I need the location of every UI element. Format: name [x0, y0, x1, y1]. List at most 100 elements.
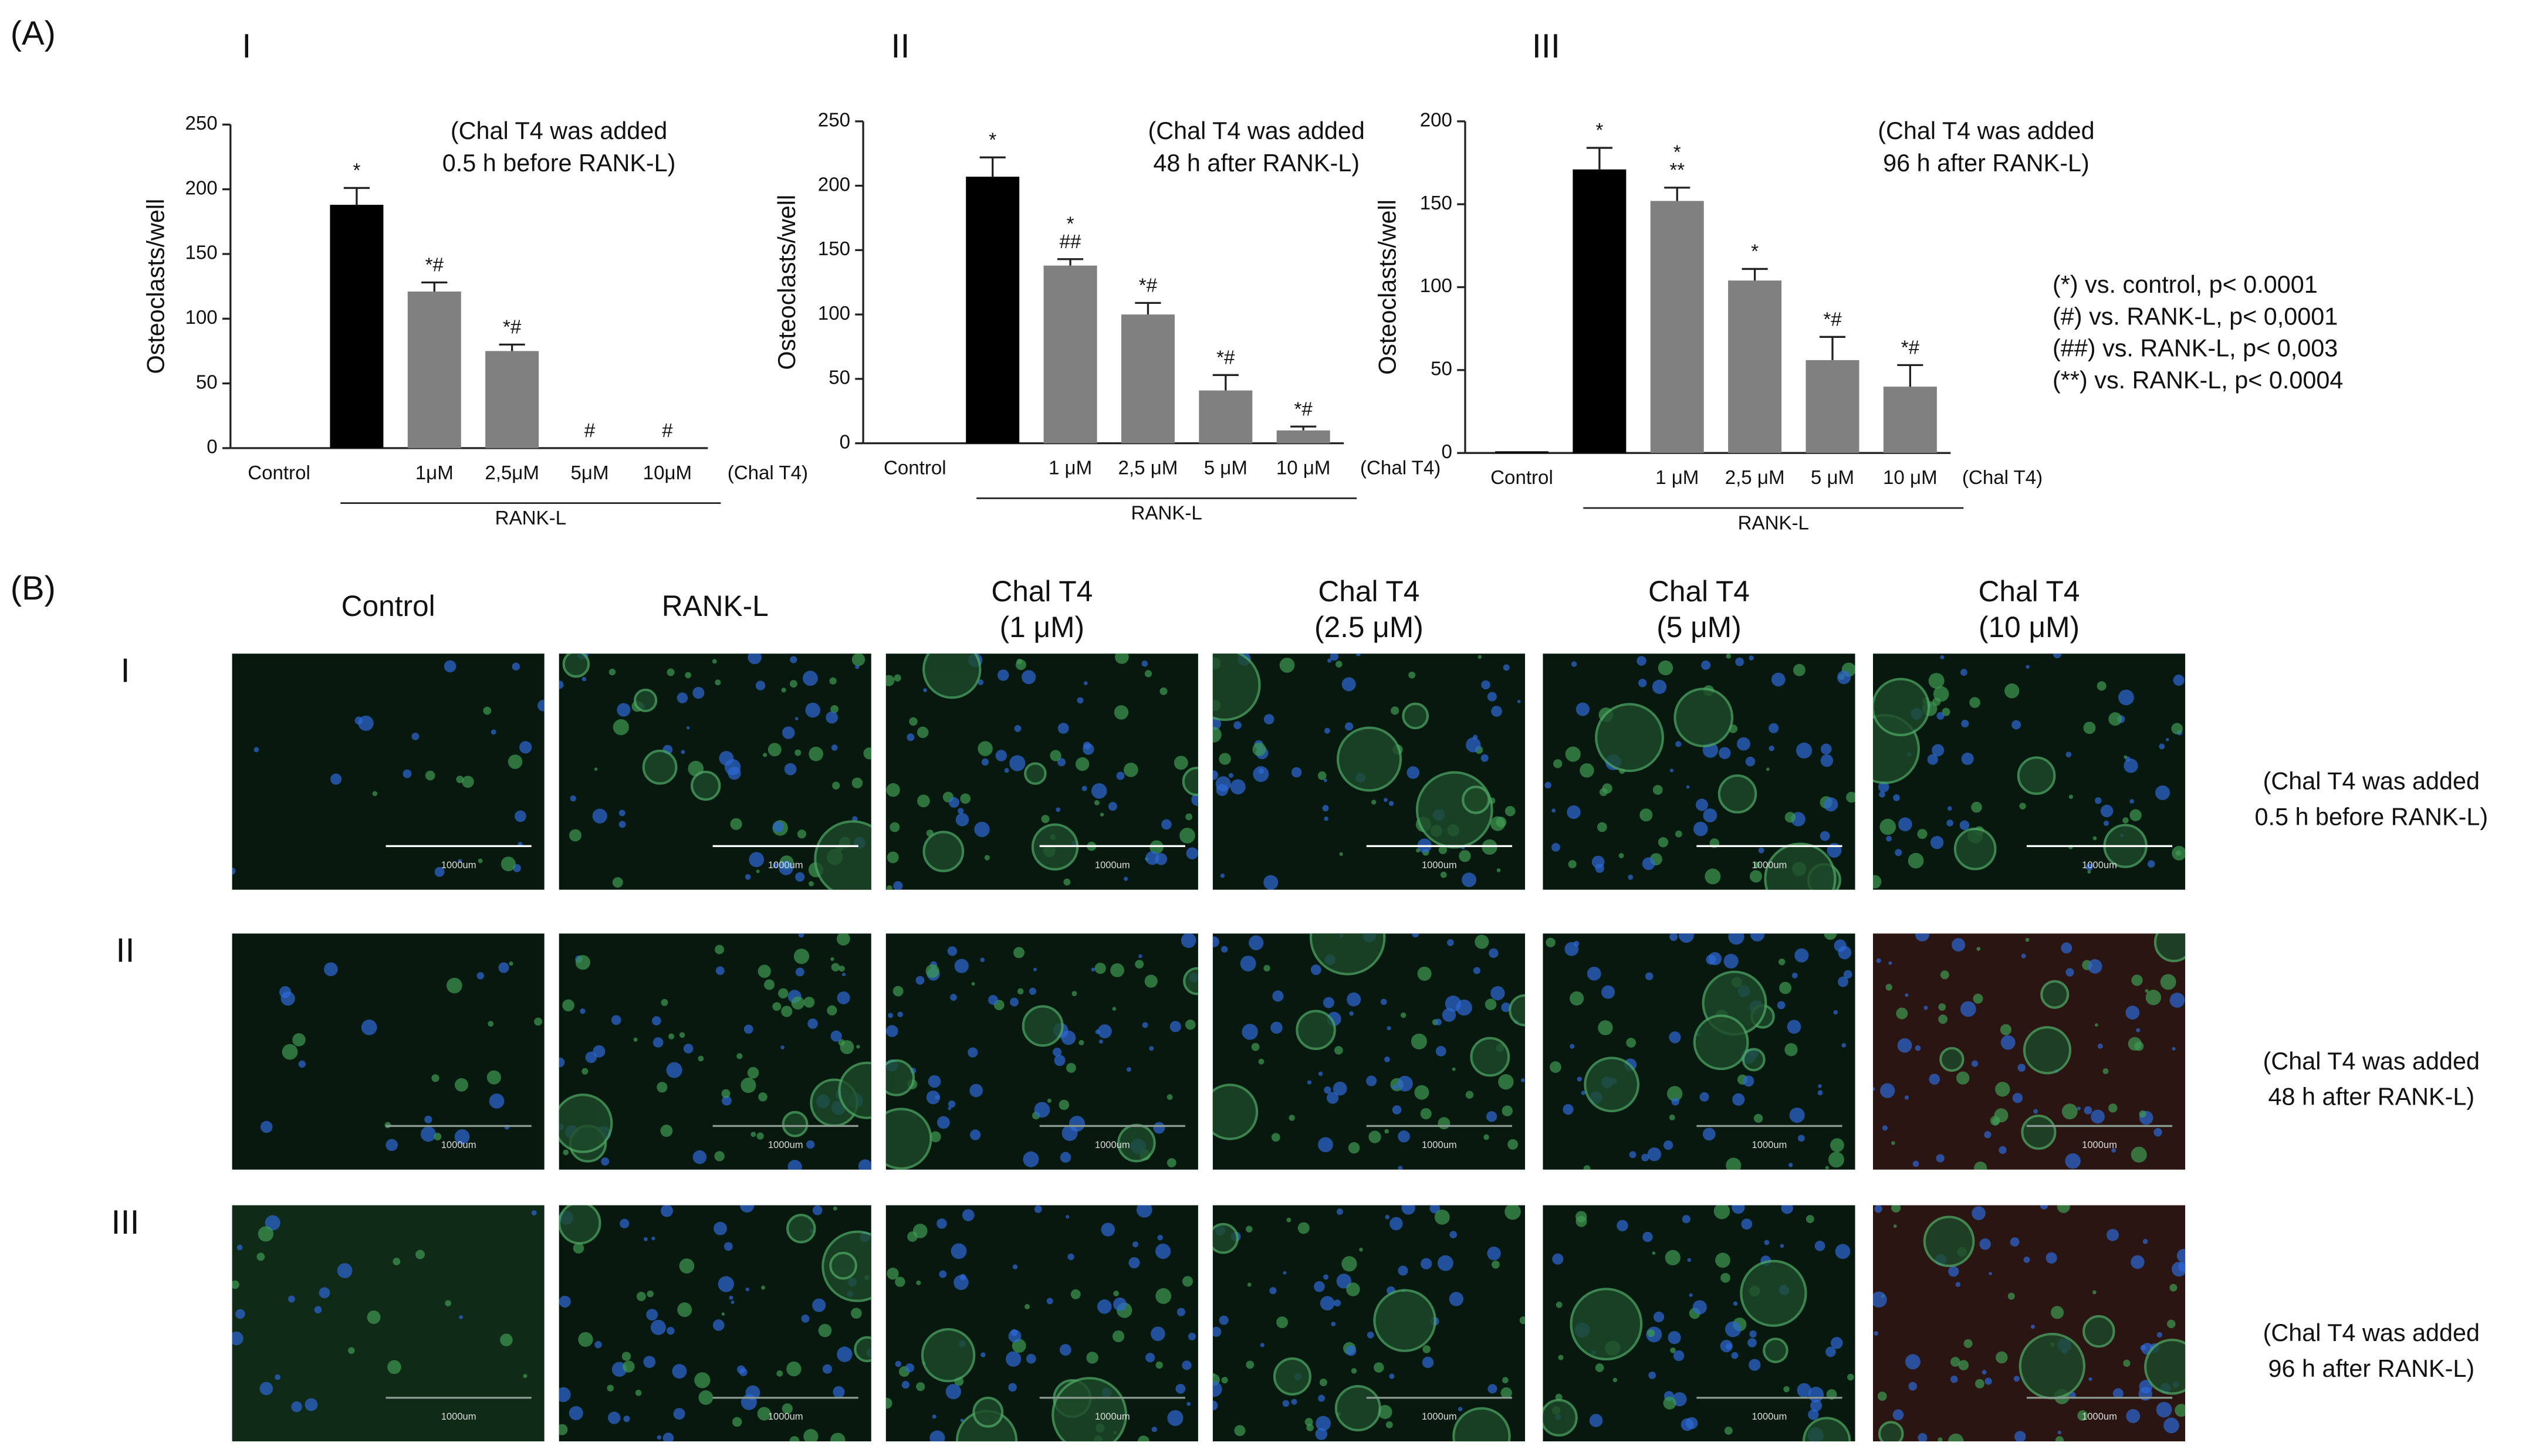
cell-dot — [534, 1017, 542, 1026]
cell-dot — [652, 1037, 664, 1048]
cell-dot — [1176, 1308, 1185, 1316]
cell-dot — [1155, 1361, 1163, 1369]
cell-dot — [789, 680, 797, 688]
cell-dot — [1491, 706, 1502, 717]
cell-dot — [348, 1347, 355, 1354]
error-bar — [979, 156, 1006, 177]
cell-dot — [661, 998, 668, 1006]
cell-dot — [2000, 1035, 2016, 1050]
cell-dot — [1271, 1133, 1280, 1142]
cell-dot — [608, 668, 616, 676]
cell-dot — [2175, 1404, 2186, 1417]
cell-dot — [1743, 1075, 1754, 1087]
osteoclast — [1022, 1005, 1064, 1047]
cell-dot — [1167, 1410, 1184, 1426]
cell-dot — [2165, 738, 2169, 741]
cell-dot — [618, 821, 626, 828]
cell-dot — [1086, 1352, 1098, 1364]
micrograph-background — [885, 1205, 1198, 1442]
cell-dot — [1904, 1095, 1909, 1100]
cell-dot — [1638, 679, 1647, 688]
group-label: RANK-L — [495, 507, 566, 529]
cell-dot — [1930, 835, 1944, 849]
cell-dot — [839, 965, 845, 972]
cell-dot — [1769, 723, 1779, 733]
cell-dot — [1374, 1362, 1384, 1373]
cell-dot — [2084, 1106, 2092, 1115]
cell-dot — [833, 1386, 845, 1398]
cell-dot — [1145, 851, 1159, 865]
column-header: (2.5 μM) — [1314, 611, 1424, 644]
cell-dot — [256, 1252, 265, 1261]
cell-dot — [829, 677, 837, 685]
x-tick-label: 2,5μM — [485, 462, 539, 484]
panel-number: III — [1532, 28, 1560, 65]
cell-dot — [1758, 847, 1764, 854]
cell-dot — [2023, 1257, 2030, 1263]
cell-dot — [1647, 1147, 1662, 1162]
cell-dot — [512, 662, 520, 671]
cell-dot — [2077, 1410, 2088, 1421]
osteoclast — [885, 1059, 915, 1096]
cell-dot — [1246, 1225, 1253, 1233]
cell-dot — [1047, 1098, 1052, 1103]
cell-dot — [1435, 1046, 1446, 1057]
cell-dot — [1128, 1257, 1140, 1269]
cell-dot — [1703, 808, 1717, 822]
cell-dot — [386, 1139, 398, 1152]
cell-dot — [573, 1242, 584, 1254]
cell-dot — [1442, 1008, 1456, 1022]
cell-dot — [1473, 967, 1480, 974]
cell-dot — [1344, 722, 1354, 731]
cell-dot — [936, 1218, 947, 1229]
cell-dot — [411, 732, 420, 740]
significance: *# — [1294, 398, 1313, 420]
cell-dot — [685, 672, 692, 679]
cell-dot — [1263, 964, 1270, 972]
x-tick-label: 1μM — [415, 462, 454, 484]
cell-dot — [1317, 771, 1327, 780]
cell-dot — [330, 773, 342, 785]
cell-dot — [772, 862, 779, 869]
cell-dot — [809, 881, 814, 886]
cell-dot — [1258, 1058, 1264, 1065]
cell-dot — [1137, 1435, 1149, 1442]
micrograph: 1000um — [885, 1205, 1198, 1442]
scale-bar-label: 1000um — [1095, 1139, 1130, 1150]
cell-dot — [1412, 933, 1419, 938]
cell-dot — [681, 750, 685, 754]
cell-dot — [1167, 1094, 1173, 1101]
cell-dot — [1693, 821, 1708, 837]
cell-dot — [1602, 783, 1612, 794]
cell-dot — [1963, 1339, 1973, 1348]
cell-dot — [314, 1306, 322, 1313]
cell-dot — [2147, 860, 2155, 868]
cell-dot — [723, 1242, 733, 1251]
cell-dot — [1820, 743, 1832, 755]
cell-dot — [981, 758, 989, 766]
cell-dot — [1502, 1377, 1509, 1384]
cell-dot — [2145, 990, 2162, 1005]
cell-dot — [1144, 974, 1158, 988]
panel-number: II — [891, 28, 910, 65]
cell-dot — [686, 726, 690, 730]
cell-dot — [959, 1274, 966, 1281]
cell-dot — [2095, 797, 2102, 804]
cell-dot — [1874, 1331, 1879, 1336]
cell-dot — [1212, 770, 1219, 780]
cell-dot — [1918, 1433, 1928, 1442]
cell-dot — [1091, 967, 1096, 971]
cell-dot — [2163, 1417, 2179, 1434]
cell-dot — [947, 946, 958, 956]
cell-dot — [980, 957, 985, 963]
cell-dot — [1825, 1166, 1829, 1170]
cell-dot — [1544, 781, 1551, 789]
cell-dot — [1629, 1151, 1637, 1159]
cell-dot — [1955, 1282, 1961, 1287]
cell-dot — [1059, 1099, 1070, 1110]
cell-dot — [1648, 1371, 1656, 1379]
cell-dot — [730, 818, 742, 830]
cell-dot — [1669, 1031, 1681, 1044]
cell-dot — [594, 1341, 602, 1349]
cell-dot — [2136, 1028, 2141, 1032]
